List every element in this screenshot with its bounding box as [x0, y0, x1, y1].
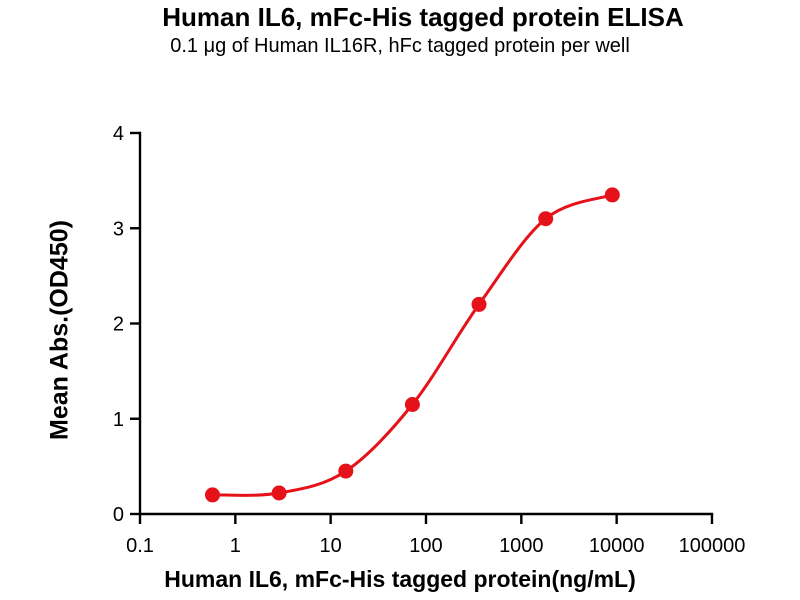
y-tick-label: 0 — [113, 504, 124, 526]
y-tick-label: 1 — [113, 409, 124, 431]
x-tick-label: 1 — [230, 535, 241, 557]
chart-subtitle: 0.1 μg of Human IL16R, hFc tagged protei… — [170, 35, 630, 57]
data-point — [338, 463, 354, 479]
y-tick-label: 4 — [113, 123, 124, 145]
x-tick-label: 0.1 — [126, 535, 154, 557]
y-tick-label: 2 — [113, 314, 124, 336]
data-point — [538, 211, 554, 227]
chart-title: Human IL6, mFc-His tagged protein ELISA — [162, 2, 684, 32]
x-tick-label: 100 — [409, 535, 442, 557]
x-tick-label: 10 — [320, 535, 342, 557]
data-point — [404, 397, 420, 412]
data-point — [604, 187, 620, 203]
x-axis-title: Human IL6, mFc-His tagged protein(ng/mL) — [164, 566, 636, 592]
data-point — [205, 487, 220, 503]
x-tick-label: 1000 — [499, 535, 544, 557]
data-point — [471, 296, 487, 312]
y-tick-label: 3 — [113, 218, 124, 240]
dose-response-curve — [211, 193, 614, 497]
x-tick-label: 100000 — [679, 535, 746, 557]
x-tick-label: 10000 — [589, 535, 645, 557]
data-point — [271, 485, 287, 501]
